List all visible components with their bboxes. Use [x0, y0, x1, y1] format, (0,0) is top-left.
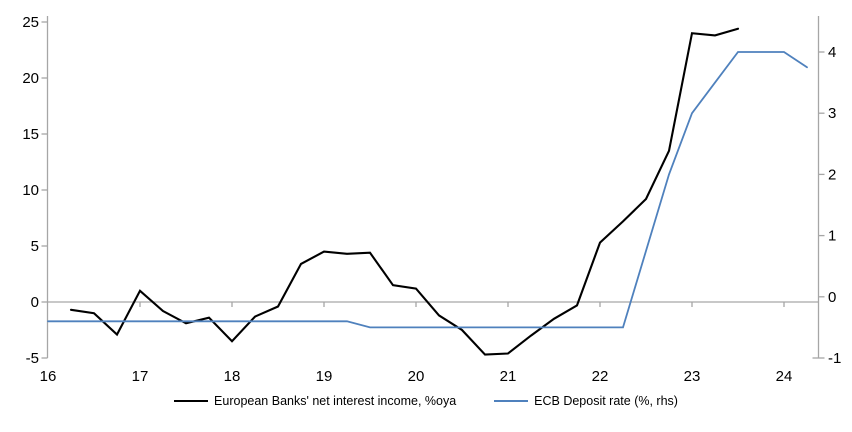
left-axis-label: 25	[22, 14, 39, 31]
legend-line-sample-blue	[494, 400, 529, 402]
right-axis-label: 0	[828, 289, 836, 306]
x-axis-label: 20	[408, 368, 425, 385]
right-axis-label: 2	[828, 166, 836, 183]
left-axis-label: 10	[22, 182, 39, 199]
right-axis-label: 1	[828, 228, 836, 245]
right-axis-label: 3	[828, 105, 836, 122]
left-axis-label: -5	[26, 350, 39, 367]
legend-line-sample-black	[174, 400, 209, 402]
right-axis-label: -1	[828, 350, 841, 367]
legend-label-ecb-deposit-rate: ECB Deposit rate (%, rhs)	[534, 394, 678, 408]
left-axis-label: 15	[22, 126, 39, 143]
chart-legend: European Banks' net interest income, %oy…	[0, 394, 852, 408]
x-axis-label: 19	[316, 368, 333, 385]
x-axis-label: 24	[776, 368, 793, 385]
x-axis-label: 18	[224, 368, 241, 385]
left-axis-label: 20	[22, 70, 39, 87]
x-axis-label: 22	[592, 368, 609, 385]
legend-item-net-interest-income: European Banks' net interest income, %oy…	[174, 394, 456, 408]
legend-label-net-interest-income: European Banks' net interest income, %oy…	[214, 394, 457, 408]
x-axis-label: 17	[132, 368, 149, 385]
legend-item-ecb-deposit-rate: ECB Deposit rate (%, rhs)	[494, 394, 678, 408]
left-axis-label: 5	[31, 238, 39, 255]
series-line-ecb-deposit-rate	[47, 51, 808, 329]
series-line-net-interest-income	[69, 27, 740, 356]
x-axis-label: 23	[684, 368, 701, 385]
right-axis-label: 4	[828, 44, 836, 61]
left-axis-label: 0	[31, 294, 39, 311]
x-axis-label: 16	[40, 368, 57, 385]
x-axis-label: 21	[500, 368, 517, 385]
